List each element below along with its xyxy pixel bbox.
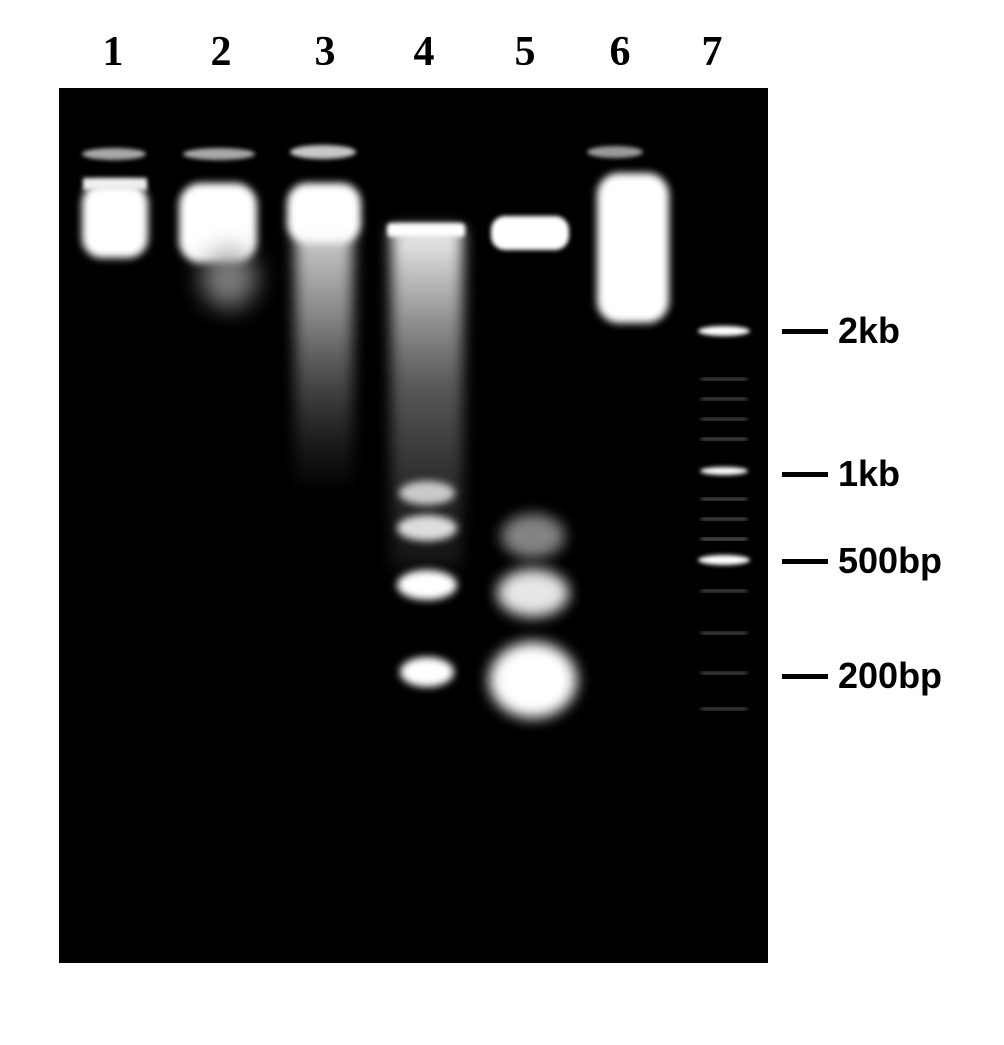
lane-7-ladder: [698, 326, 750, 710]
lane-6-bands: [597, 173, 669, 323]
lane-1-bands: [82, 178, 148, 258]
lane-number-2: 2: [210, 29, 232, 75]
marker-label-500bp: 500bp: [838, 540, 943, 581]
marker-label-1kb: 1kb: [838, 453, 901, 494]
lane-number-5: 5: [514, 29, 536, 75]
marker-tick: [782, 329, 828, 334]
lane-5-bands: [489, 216, 577, 718]
marker-label-200bp: 200bp: [838, 655, 943, 696]
lane-2-bands: [179, 183, 257, 308]
marker-tick: [782, 674, 828, 679]
gel-image: [59, 88, 768, 963]
lane-number-1: 1: [102, 29, 124, 75]
lane-3-bands: [287, 183, 361, 493]
marker-tick: [782, 472, 828, 477]
lane-number-7: 7: [701, 29, 723, 75]
lane-4-bands: [387, 223, 465, 687]
lane-number-3: 3: [314, 29, 336, 75]
marker-label-2kb: 2kb: [838, 310, 901, 351]
marker-tick: [782, 559, 828, 564]
lane-number-4: 4: [413, 29, 435, 75]
wells: [82, 145, 643, 160]
lane-number-6: 6: [609, 29, 631, 75]
gel-bands: [82, 145, 750, 718]
